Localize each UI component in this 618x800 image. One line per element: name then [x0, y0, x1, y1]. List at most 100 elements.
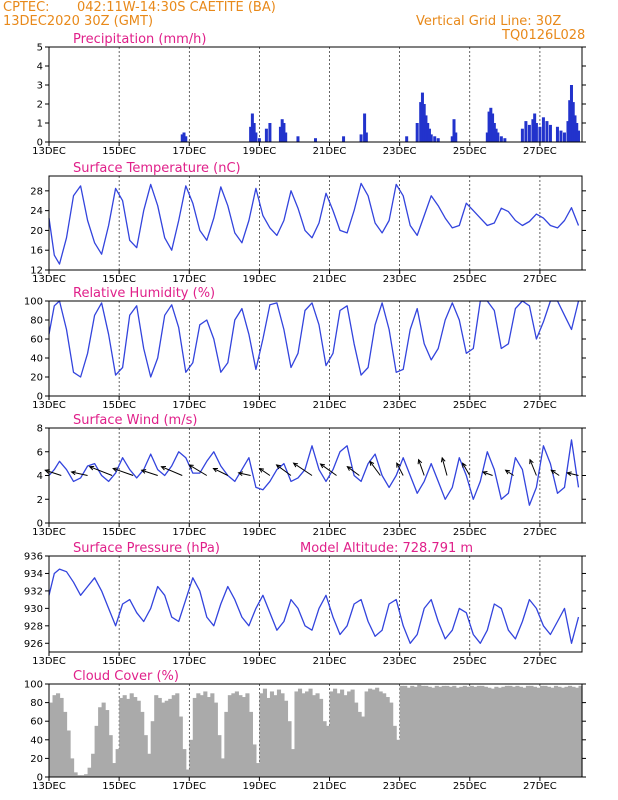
cloud-bar-29: [150, 721, 155, 777]
precip-frame: [48, 46, 583, 143]
cloud-bar-33: [164, 700, 169, 777]
cloud-bar-9: [80, 775, 85, 777]
precip-bar-39: [494, 128, 498, 142]
cloud-bar-86: [350, 689, 355, 777]
cloud-ytick-label-5: 100: [24, 680, 43, 691]
cloud-bar-84: [343, 695, 348, 777]
precip-bar-38: [492, 123, 496, 142]
pressure-annotation: Model Altitude: 728.791 m: [300, 541, 473, 556]
cloud-bar-78: [322, 721, 327, 777]
pressure-title: Surface Pressure (hPa): [73, 541, 220, 556]
humidity-ytick-label-0: 0: [37, 392, 43, 403]
precip-bar-44: [524, 121, 528, 142]
cloud-bar-13: [94, 725, 99, 777]
wind-arrow-shaft-8: [238, 472, 251, 476]
cloud-xtick-label-2: 17DEC: [172, 781, 206, 792]
humidity-ytick-label-2: 40: [30, 354, 43, 365]
precip-bar-6: [254, 132, 258, 142]
wind-series-line: [48, 439, 580, 506]
cloud-bar-146: [560, 687, 566, 777]
cloud-bar-26: [140, 711, 145, 777]
pressure-ytick-label-2: 930: [24, 604, 43, 615]
cloud-bar-36: [175, 693, 180, 777]
cloud-bar-102: [406, 687, 411, 777]
wind-arrow-6: [188, 464, 208, 476]
wind-arrow-head-0: [44, 469, 50, 474]
wind-xtick-label-5: 23DEC: [383, 527, 417, 538]
cloud-bar-48: [217, 735, 222, 777]
precip-bar-53: [555, 126, 559, 142]
cloud-panel: 0 20 40 60 80 100 13DEC 15DEC 17DEC 19DEC 21DEC 23D…: [24, 669, 586, 792]
cloud-bar-122: [476, 685, 481, 777]
precip-bar-33: [454, 132, 458, 142]
cloud-bar-137: [529, 685, 534, 777]
humidity-xtick-label-7: 27DEC: [523, 400, 557, 411]
cloud-bar-73: [304, 691, 310, 777]
wind-xtick-label-4: 21DEC: [313, 527, 347, 538]
cloud-bar-113: [445, 685, 450, 777]
wind-arrow-shaft-5: [161, 466, 183, 476]
precip-bar-49: [538, 126, 542, 142]
wind-arrow-15: [396, 462, 404, 476]
humidity-xtick-label-2: 17DEC: [172, 400, 206, 411]
cloud-bar-106: [420, 685, 425, 777]
cloud-bar-101: [403, 685, 408, 777]
wind-arrow-head-23: [566, 471, 572, 477]
wind-arrow-21: [529, 458, 537, 476]
wind-xtick-label-2: 17DEC: [172, 527, 206, 538]
precip-ytick-label-2: 2: [37, 100, 43, 111]
precip-bar-7: [257, 138, 261, 142]
precip-bar-47: [533, 113, 537, 142]
cloud-bar-46: [210, 693, 215, 777]
cloud-bar-97: [389, 702, 394, 777]
cloud-bar-21: [122, 695, 127, 777]
wind-arrow-20: [504, 469, 514, 476]
precip-bar-25: [424, 115, 428, 142]
precip-xtick-label-6: 25DEC: [453, 146, 487, 157]
wind-arrow-head-15: [396, 462, 401, 468]
humidity-xtick-label-4: 21DEC: [313, 400, 347, 411]
wind-arrow-head-22: [550, 469, 556, 475]
temperature-xtick-label-5: 23DEC: [383, 274, 417, 285]
cloud-bar-74: [308, 688, 313, 777]
wind-arrow-shaft-13: [347, 466, 360, 476]
wind-arrow-head-5: [160, 465, 166, 471]
cloud-bar-14: [98, 707, 103, 777]
precip-bar-14: [296, 136, 300, 142]
precip-xtick-label-4: 21DEC: [313, 146, 347, 157]
cloud-bar-4: [63, 711, 68, 777]
cloud-bar-129: [501, 686, 506, 777]
cloud-bar-143: [550, 687, 555, 777]
precip-bar-46: [531, 119, 535, 142]
wind-ytick-label-2: 4: [37, 471, 43, 482]
cloud-bar-85: [347, 691, 352, 777]
cloud-bar-15: [101, 702, 106, 777]
cloud-ytick-label-3: 60: [30, 717, 43, 728]
wind-arrow-head-16: [417, 458, 423, 465]
cloud-bar-67: [283, 700, 289, 777]
precip-bar-45: [527, 124, 531, 142]
cloud-bar-62: [266, 697, 271, 777]
cloud-bar-114: [448, 686, 453, 777]
wind-arrow-9: [258, 467, 271, 476]
cloud-bar-5: [66, 730, 71, 777]
precip-bar-58: [569, 85, 573, 142]
precip-panel: 0 1 2 3 4 5 13DEC 15DEC 17DEC 19DEC 21DEC 23DEC 25DE…: [32, 32, 586, 157]
wind-xtick-label-7: 27DEC: [523, 527, 557, 538]
precip-bar-60: [573, 115, 577, 142]
cloud-frame: [48, 683, 583, 778]
cloud-xtick-label-6: 25DEC: [453, 781, 487, 792]
cloud-bar-125: [487, 687, 492, 777]
cloud-bar-20: [119, 697, 124, 777]
cloud-bar-68: [287, 721, 292, 777]
wind-ytick-label-0: 0: [37, 519, 43, 530]
cloud-bar-124: [483, 686, 488, 777]
wind-ytick-label-4: 8: [37, 424, 43, 435]
temperature-xtick-label-7: 27DEC: [523, 274, 557, 285]
wind-arrow-10: [275, 464, 292, 476]
cloud-bar-17: [108, 735, 113, 777]
humidity-xtick-label-3: 19DEC: [243, 400, 277, 411]
wind-ytick-label-1: 2: [37, 495, 43, 506]
precip-bar-32: [452, 119, 456, 142]
wind-arrow-19: [481, 471, 493, 476]
